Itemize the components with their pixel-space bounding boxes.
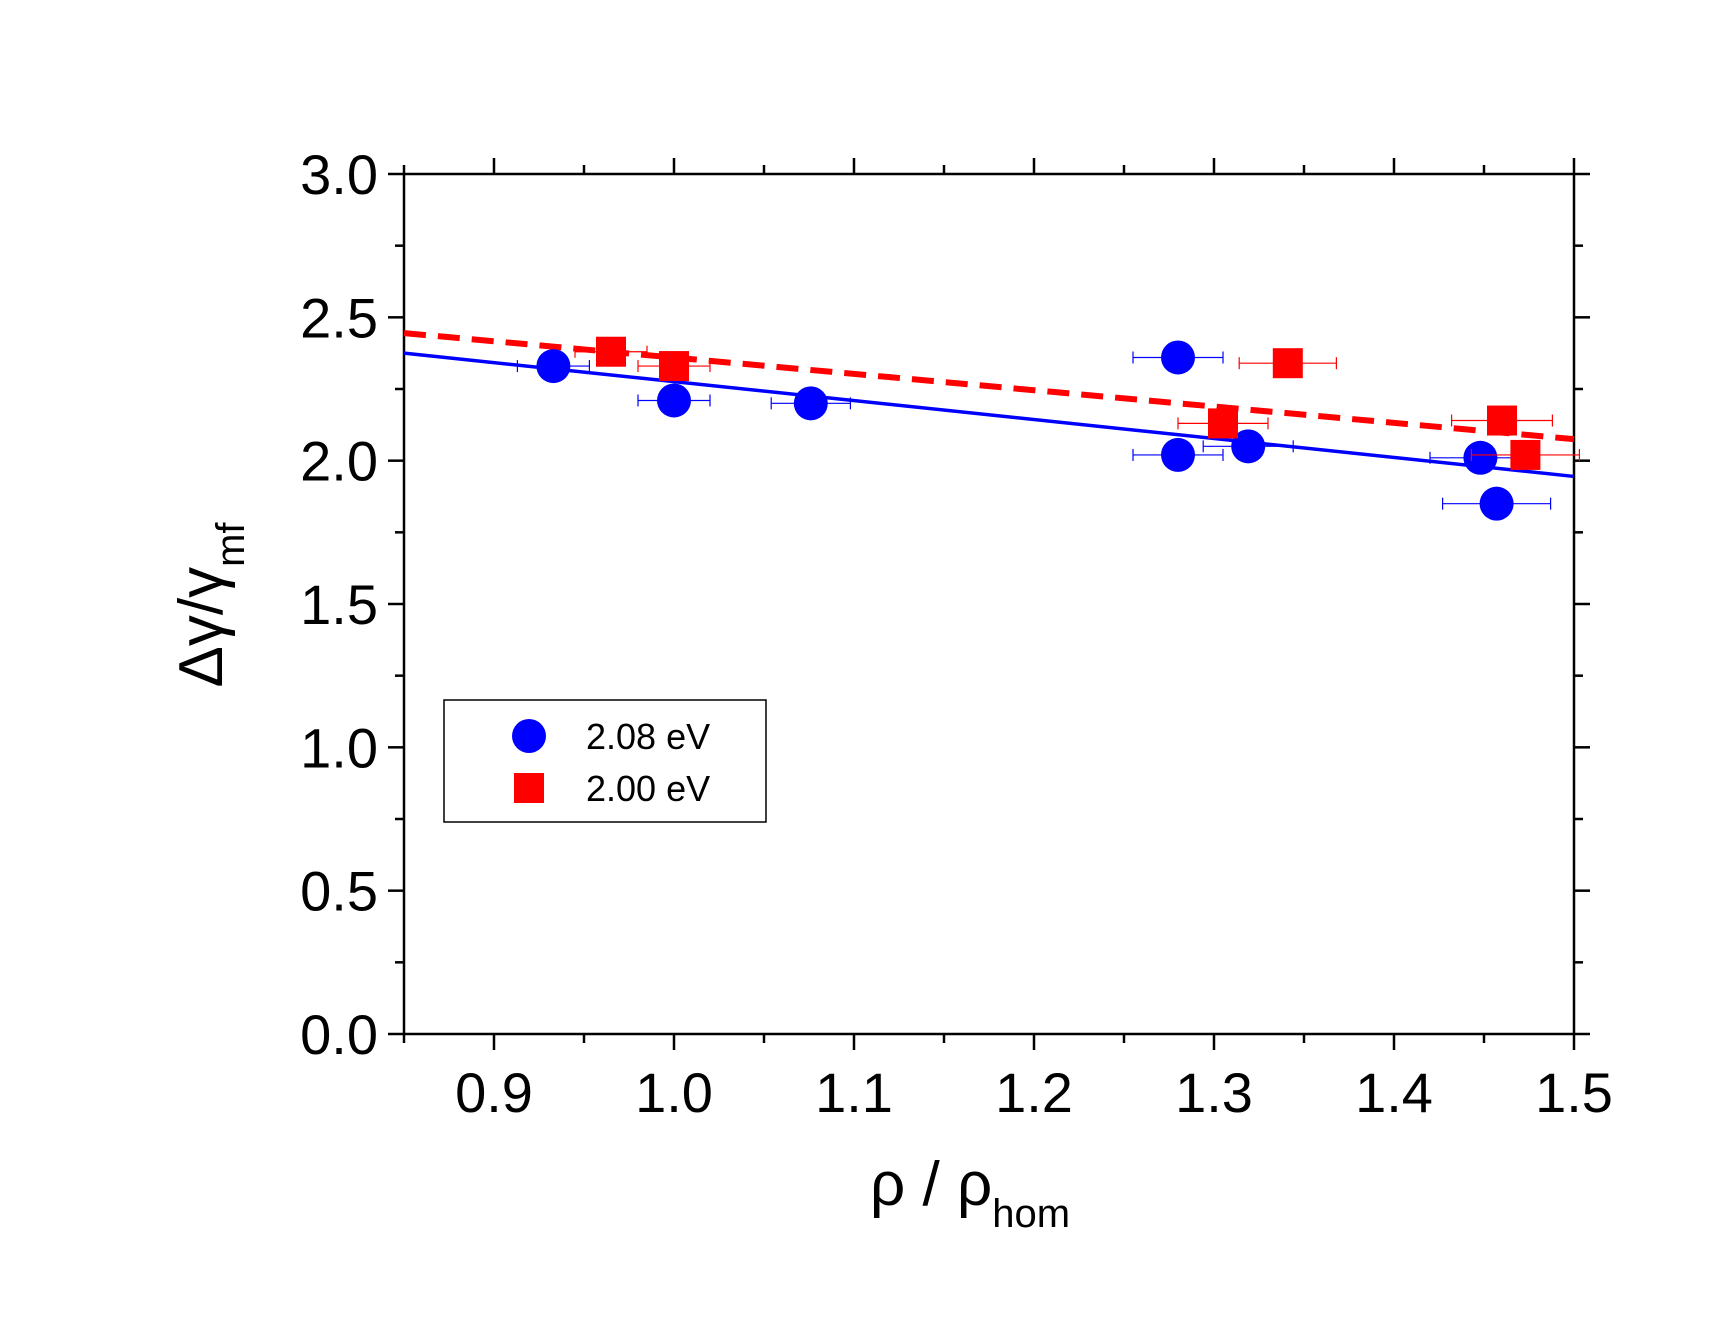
x-tick-label: 1.4 xyxy=(1355,1061,1433,1124)
data-point-series-1 xyxy=(596,336,626,367)
fit-line-series-0 xyxy=(403,351,1575,479)
plot-frame xyxy=(402,172,1576,1036)
legend-label: 2.08 eV xyxy=(586,716,710,757)
y-axis-title-subscript: mf xyxy=(209,522,253,567)
y-axis-title: Δγ/γmf xyxy=(167,522,253,688)
y-tick-label: 0.0 xyxy=(300,1003,378,1066)
y-tick-label: 0.5 xyxy=(300,860,378,923)
data-point-series-1 xyxy=(659,351,689,382)
x-axis-title-main: ρ / ρ xyxy=(870,1150,992,1219)
legend-marker-circle xyxy=(512,719,546,753)
x-tick-label: 1.1 xyxy=(815,1061,893,1124)
y-tick-label: 1.0 xyxy=(300,716,378,779)
y-tick-label: 1.5 xyxy=(300,573,378,636)
data-point-series-0 xyxy=(1231,429,1266,464)
x-tick-label: 1.5 xyxy=(1535,1061,1613,1124)
data-point-series-0 xyxy=(1161,437,1195,472)
data-point-series-1 xyxy=(1510,439,1541,470)
data-point-series-1 xyxy=(1272,348,1303,379)
x-tick-label: 1.0 xyxy=(635,1061,713,1124)
y-tick-label: 3.0 xyxy=(300,143,378,206)
data-point-series-1 xyxy=(1208,408,1238,439)
legend-box xyxy=(443,699,767,823)
data-point-series-0 xyxy=(536,349,571,384)
data-point-series-0 xyxy=(657,383,691,418)
fit-line-series-1 xyxy=(403,330,1575,443)
data-point-series-0 xyxy=(793,386,828,421)
x-axis-title: ρ / ρhom xyxy=(870,1150,1070,1236)
legend-label: 2.00 eV xyxy=(586,768,710,809)
x-tick-label: 1.2 xyxy=(995,1061,1073,1124)
data-point-series-0 xyxy=(1463,440,1498,475)
x-tick-label: 1.3 xyxy=(1175,1061,1253,1124)
x-tick-label: 0.9 xyxy=(455,1061,533,1124)
x-axis-title-subscript: hom xyxy=(992,1192,1070,1236)
data-point-series-0 xyxy=(1161,340,1195,375)
y-tick-label: 2.0 xyxy=(300,430,378,493)
data-point-series-0 xyxy=(1479,486,1514,521)
y-axis-title-main: Δγ/γ xyxy=(167,567,236,688)
data-point-series-1 xyxy=(1487,405,1517,436)
y-tick-label: 2.5 xyxy=(300,286,378,349)
legend-marker-square xyxy=(514,773,544,803)
